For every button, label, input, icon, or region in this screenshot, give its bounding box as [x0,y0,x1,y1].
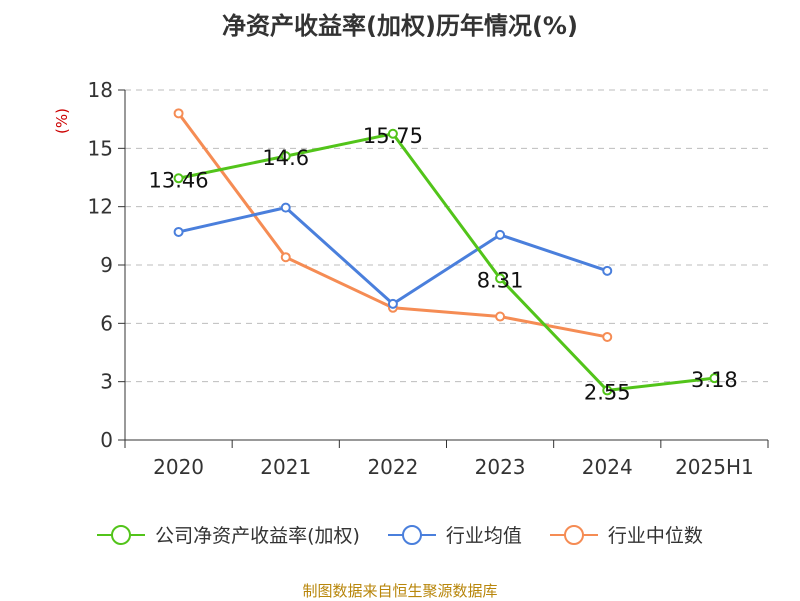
legend-swatch-blue [387,524,436,546]
x-tick-label: 2021 [260,455,311,479]
data-point [280,151,291,162]
data-point [173,226,184,237]
data-source-note: 制图数据来自恒生聚源数据库 [302,582,498,600]
data-point [280,252,291,263]
data-point [495,229,506,240]
data-point [280,202,291,213]
legend-swatch-green [97,524,146,546]
y-tick-label: 15 [88,136,113,160]
x-tick-label: 2025H1 [675,455,754,479]
x-tick-label: 2024 [582,455,633,479]
y-tick-label: 3 [100,370,113,394]
legend: 公司净资产收益率(加权) 行业均值 行业中位数 [0,521,800,548]
series-line [178,206,608,306]
data-point [495,311,506,322]
legend-label: 公司净资产收益率(加权) [155,525,360,547]
x-tick-label: 2023 [475,455,526,479]
data-label: 13.46 [149,168,209,192]
data-label: 14.6 [262,146,309,170]
legend-item-industry-mean[interactable]: 行业均值 [387,521,522,548]
data-point [709,373,720,384]
legend-item-company-roe[interactable]: 公司净资产收益率(加权) [97,521,360,548]
x-tick-label: 2022 [367,455,418,479]
data-label: 15.75 [363,124,423,148]
data-point [602,331,613,342]
y-tick-label: 6 [100,311,113,335]
y-tick-label: 18 [88,78,113,102]
data-point [602,265,613,276]
data-point [173,108,184,119]
chart-title: 净资产收益率(加权)历年情况(%) [222,12,578,40]
data-label: 3.18 [691,368,738,392]
data-point [495,273,506,284]
data-point [387,128,398,139]
data-point [173,173,184,184]
x-tick-label: 2020 [153,455,204,479]
legend-label: 行业中位数 [607,525,703,547]
legend-item-industry-median[interactable]: 行业中位数 [549,521,703,548]
legend-swatch-orange [549,524,598,546]
y-tick-label: 12 [88,195,113,219]
y-tick-label: 0 [100,428,113,452]
data-point [387,298,398,309]
data-point [602,385,613,396]
data-label: 8.31 [477,268,524,292]
series-line [178,132,715,392]
legend-label: 行业均值 [445,525,522,547]
data-label: 2.55 [584,380,631,404]
y-tick-label: 9 [100,253,113,277]
